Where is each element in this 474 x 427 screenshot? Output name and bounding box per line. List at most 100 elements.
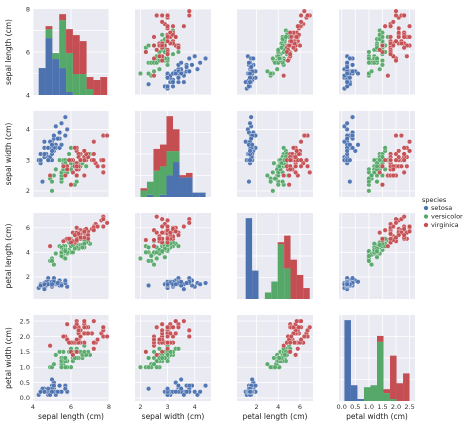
point-virginica [281,73,287,79]
point-virginica [401,12,407,18]
y-tick-label: 0.5 [20,379,30,387]
hist-bar-setosa [192,192,200,197]
hist-bar-versicolor [66,53,73,93]
point-versicolor [154,255,160,261]
hist-bar-versicolor [383,393,391,401]
point-virginica [396,154,402,160]
point-virginica [62,173,68,178]
point-versicolor [146,258,152,264]
point-virginica [186,220,192,226]
point-virginica [159,58,165,64]
point-versicolor [374,173,380,178]
point-virginica [173,34,179,40]
point-setosa [344,148,350,154]
x-tick-label: 4 [276,403,280,411]
point-virginica [91,151,97,157]
point-virginica [91,157,97,163]
panel-petal-width-vs-sepal-width [135,315,211,401]
point-virginica [74,349,80,355]
point-versicolor [377,242,383,248]
point-setosa [41,151,47,157]
point-virginica [388,23,394,29]
hist-bar-setosa [166,175,173,197]
x-tick-label: 2.5 [404,403,414,411]
point-setosa [344,281,350,287]
point-virginica [294,148,300,154]
point-virginica [298,19,304,25]
point-versicolor [371,157,377,163]
point-setosa [165,281,171,287]
point-virginica [156,337,162,343]
point-virginica [151,73,157,79]
panel-sepal-width-vs-sepal-width [135,111,211,197]
y-tick-label: 2 [26,273,30,281]
point-virginica [401,34,407,40]
point-versicolor [156,346,162,352]
hist-bar-versicolor [284,268,291,299]
point-virginica [377,230,383,236]
point-versicolor [382,145,388,151]
point-virginica [72,324,78,330]
x-tick-label: 1.0 [364,403,374,411]
point-virginica [151,43,157,49]
point-virginica [379,236,385,242]
point-versicolor [151,361,157,367]
point-virginica [287,51,293,57]
point-virginica [173,228,179,234]
point-setosa [192,389,198,395]
point-setosa [194,392,200,398]
point-versicolor [167,349,173,355]
point-setosa [248,136,254,142]
y-tick-label: 6 [26,48,30,56]
hist-bar-versicolor [45,29,53,39]
point-virginica [165,23,171,29]
point-virginica [66,157,72,163]
point-versicolor [270,55,276,61]
point-versicolor [366,60,372,66]
point-virginica [298,157,304,163]
y-tick-label: 3 [26,156,30,164]
point-virginica [170,334,176,339]
point-virginica [175,232,181,238]
point-virginica [295,346,301,352]
point-virginica [292,340,298,346]
hist-bar-virginica [186,172,193,178]
point-setosa [350,275,356,281]
point-virginica [159,43,165,49]
panel-sepal-length-vs-petal-length [237,8,313,96]
point-versicolor [379,34,385,40]
point-virginica [74,163,80,169]
point-virginica [393,157,399,163]
hist-bar-setosa [357,399,364,401]
point-versicolor [270,188,276,194]
point-versicolor [49,179,55,185]
point-versicolor [382,166,388,172]
panel-sepal-length-vs-petal-width [339,8,415,96]
point-virginica [293,169,299,175]
point-versicolor [274,66,280,72]
point-virginica [173,330,179,336]
point-virginica [379,182,385,188]
point-setosa [197,60,203,66]
point-virginica [388,34,394,40]
panel-petal-length-vs-petal-width [339,213,415,299]
hist-bar-versicolor [363,387,371,401]
point-virginica [288,34,294,40]
point-virginica [293,352,299,358]
point-virginica [304,157,309,163]
point-versicolor [369,173,375,178]
point-virginica [281,173,287,178]
point-setosa [344,71,350,76]
point-setosa [181,286,187,292]
point-virginica [298,139,304,145]
hist-bar-versicolor [390,399,397,401]
point-virginica [159,349,165,355]
point-versicolor [175,243,181,249]
point-setosa [347,179,353,185]
point-virginica [287,340,293,346]
point-versicolor [49,188,55,194]
point-setosa [175,383,181,389]
point-setosa [49,142,55,148]
